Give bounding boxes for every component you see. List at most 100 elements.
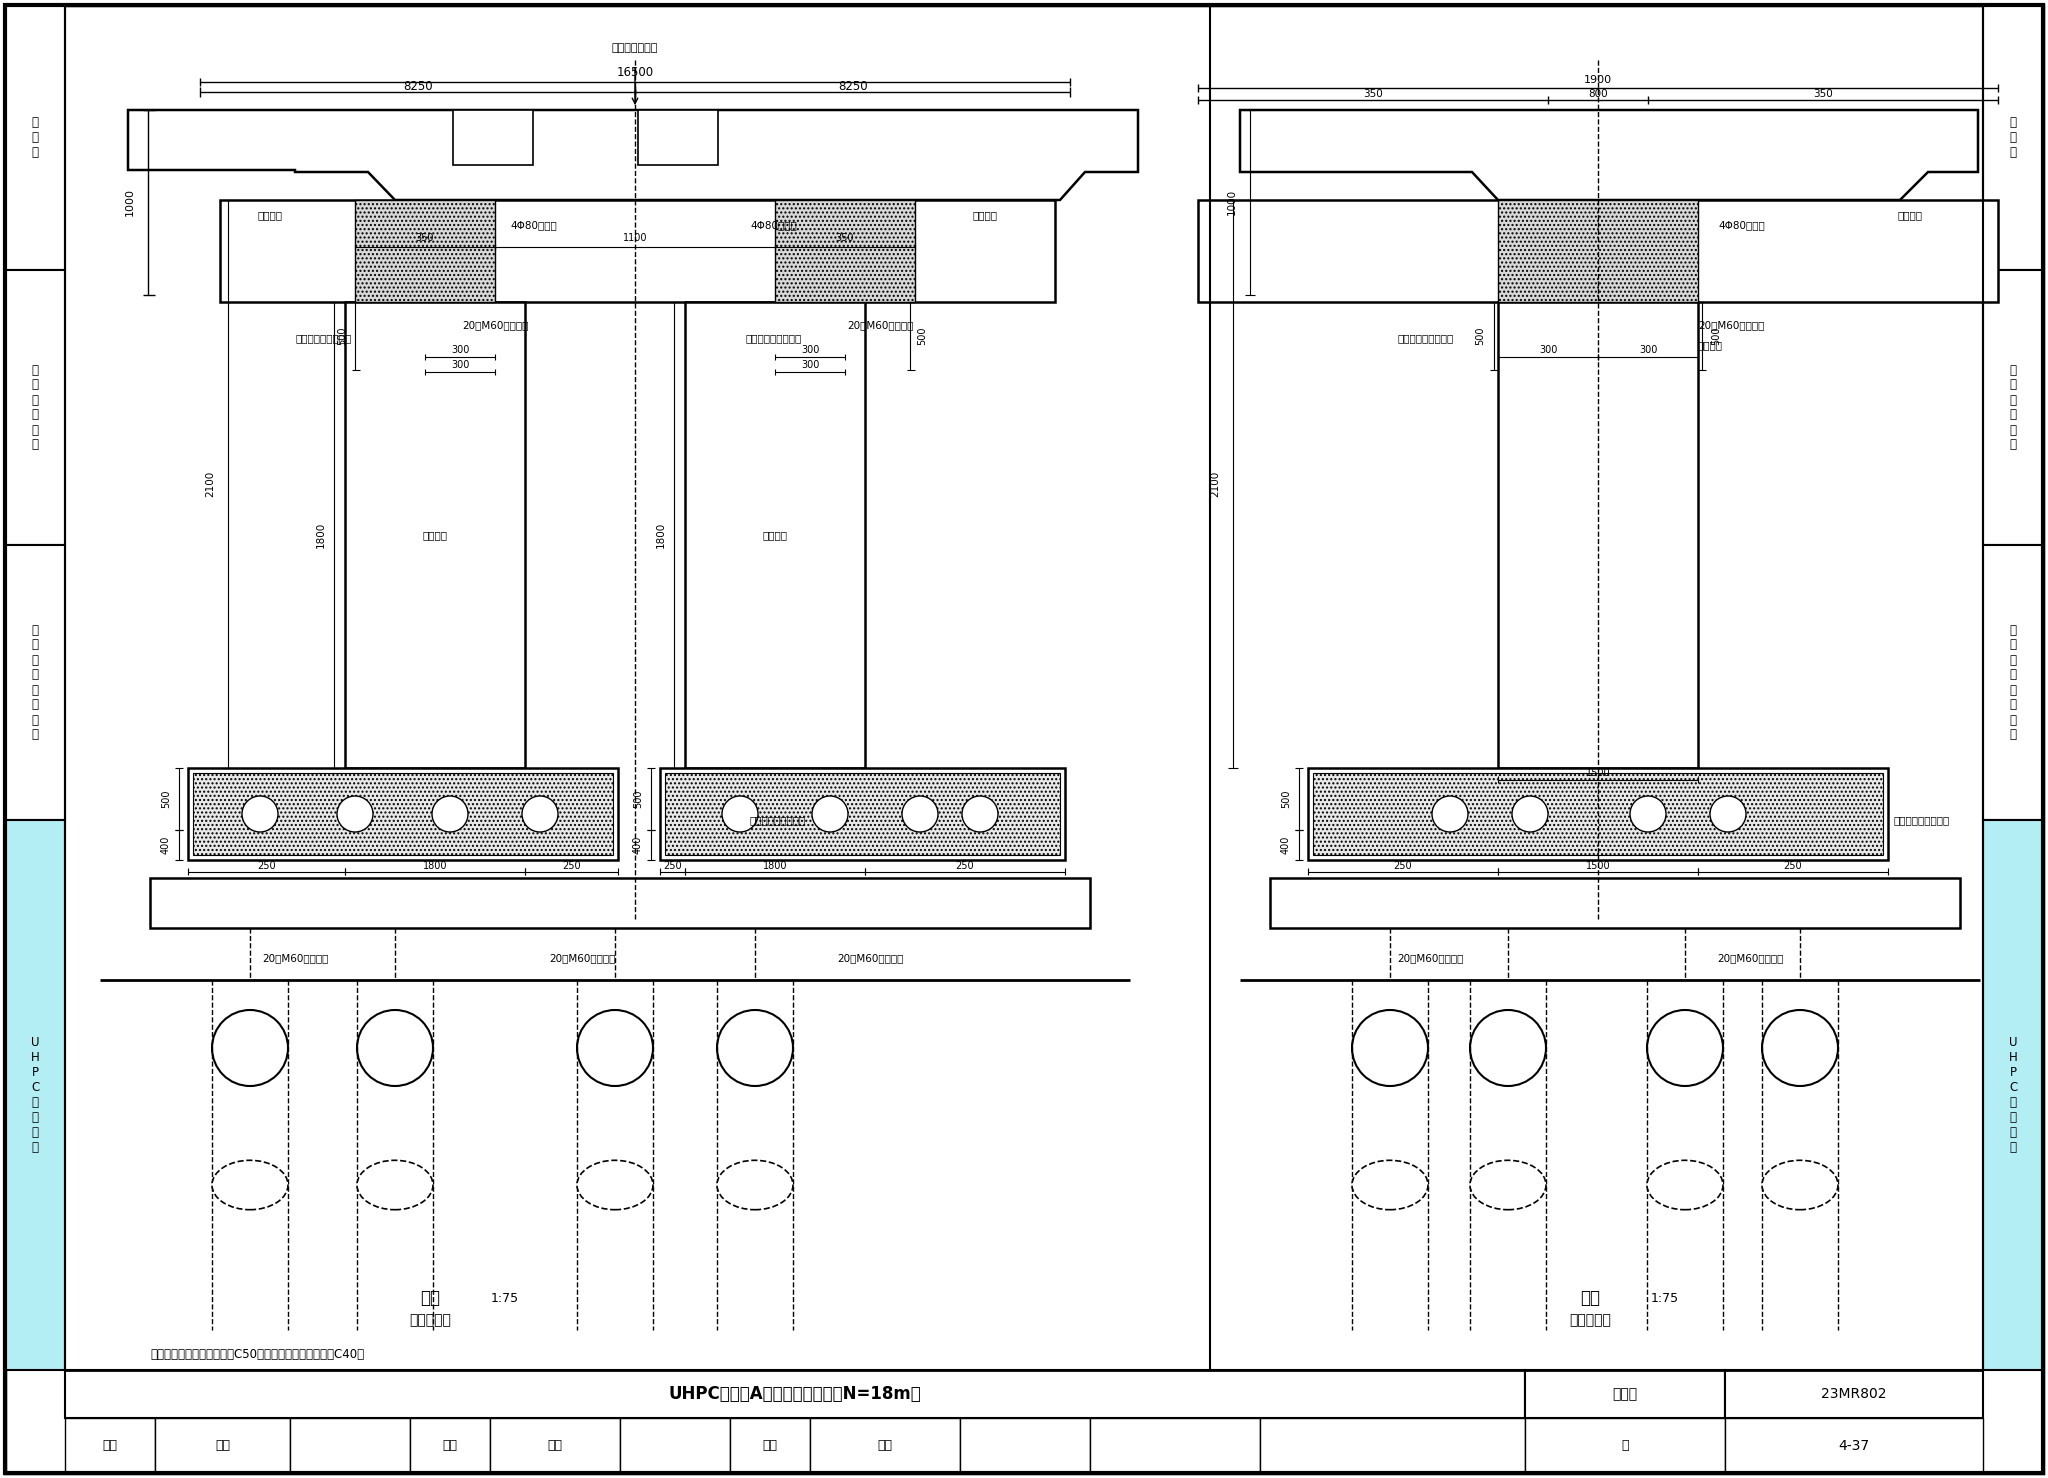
Circle shape	[1761, 1009, 1837, 1086]
Circle shape	[578, 1009, 653, 1086]
Text: 4-37: 4-37	[1839, 1438, 1870, 1453]
Text: 400: 400	[1280, 837, 1290, 854]
Text: 500: 500	[633, 789, 643, 808]
Text: 后浇超高性能混凝土: 后浇超高性能混凝土	[1892, 814, 1950, 825]
Text: 1:75: 1:75	[492, 1292, 518, 1305]
Text: 2100: 2100	[205, 471, 215, 497]
Text: 800: 800	[1587, 89, 1608, 99]
Text: 校对: 校对	[442, 1440, 457, 1451]
Text: 500: 500	[1475, 327, 1485, 346]
Text: 1900: 1900	[1583, 75, 1612, 86]
Text: 1100: 1100	[623, 234, 647, 242]
Text: 波
纹
钢
管
连
接
桥
墩: 波 纹 钢 管 连 接 桥 墩	[31, 624, 39, 742]
Text: 300: 300	[451, 344, 469, 355]
Ellipse shape	[578, 1160, 653, 1209]
Bar	[961, 1417, 1090, 1474]
Text: 300: 300	[801, 361, 819, 370]
Bar	[1270, 878, 1960, 928]
Text: 8250: 8250	[403, 80, 432, 93]
Bar	[1982, 820, 2044, 1370]
Text: 2100: 2100	[1210, 471, 1221, 497]
Circle shape	[1647, 1009, 1722, 1086]
Text: 调节垫块: 调节垫块	[973, 210, 997, 220]
Text: 小
箱
梁: 小 箱 梁	[31, 115, 39, 160]
Text: 立面: 立面	[1579, 1289, 1599, 1307]
Circle shape	[1352, 1009, 1427, 1086]
Text: 页: 页	[1622, 1440, 1628, 1451]
Bar	[684, 302, 864, 769]
Circle shape	[723, 797, 758, 832]
Bar	[774, 200, 915, 302]
Bar	[659, 769, 1065, 860]
Bar	[1260, 1417, 1526, 1474]
Polygon shape	[1239, 109, 1978, 200]
Circle shape	[338, 797, 373, 832]
Text: 波
纹
钢
管
连
接
桥
墩: 波 纹 钢 管 连 接 桥 墩	[2009, 624, 2017, 742]
Bar	[453, 109, 532, 166]
Bar	[354, 200, 496, 302]
Polygon shape	[127, 109, 1139, 200]
Bar	[344, 302, 524, 769]
Bar	[1724, 1417, 1982, 1474]
Bar	[410, 1417, 489, 1474]
Bar	[150, 878, 1090, 928]
Text: 250: 250	[1784, 862, 1802, 871]
Text: 后浇超高性能混凝土: 后浇超高性能混凝土	[1399, 333, 1454, 343]
Text: U
H
P
C
连
接
桥
墩: U H P C 连 接 桥 墩	[31, 1036, 39, 1154]
Text: 250: 250	[563, 862, 582, 871]
Text: 后浇超高性能混凝土: 后浇超高性能混凝土	[295, 333, 352, 343]
Text: （顺桥向）: （顺桥向）	[1569, 1312, 1612, 1327]
Text: 250: 250	[664, 862, 682, 871]
Text: 20厚M60砂浆垫层: 20厚M60砂浆垫层	[262, 953, 328, 964]
Text: 300: 300	[1638, 344, 1657, 355]
Circle shape	[213, 1009, 289, 1086]
Text: 500: 500	[162, 789, 170, 808]
Text: 1800: 1800	[762, 862, 786, 871]
Text: 调节垫块: 调节垫块	[1698, 340, 1722, 350]
Bar	[1198, 200, 1999, 302]
Text: 400: 400	[633, 837, 643, 854]
Text: 4Φ80注浆管: 4Φ80注浆管	[510, 220, 557, 231]
Circle shape	[811, 797, 848, 832]
Bar	[291, 1417, 410, 1474]
Bar	[193, 773, 612, 854]
Text: 1800: 1800	[315, 522, 326, 548]
Text: 1800: 1800	[655, 522, 666, 548]
Text: 设计: 设计	[762, 1440, 778, 1451]
Ellipse shape	[717, 1160, 793, 1209]
Bar	[1982, 4, 2044, 270]
Text: 350: 350	[1812, 89, 1833, 99]
Bar	[1497, 302, 1698, 769]
Text: 审核: 审核	[102, 1440, 117, 1451]
Text: 1500: 1500	[1585, 769, 1610, 777]
Text: 20厚M60砂浆垫层: 20厚M60砂浆垫层	[838, 953, 903, 964]
Text: 500: 500	[1710, 327, 1720, 346]
Text: 20厚M60砂浆垫层: 20厚M60砂浆垫层	[846, 321, 913, 330]
Bar	[1526, 1370, 1724, 1417]
Text: 250: 250	[1395, 862, 1413, 871]
Text: 苏绘: 苏绘	[547, 1440, 563, 1451]
Text: 1000: 1000	[1227, 189, 1237, 216]
Text: 赵鹏: 赵鹏	[877, 1440, 893, 1451]
Text: 注：盖梁混凝土强度等级为C50，立柱混凝土强度等级为C40。: 注：盖梁混凝土强度等级为C50，立柱混凝土强度等级为C40。	[150, 1348, 365, 1361]
Bar	[156, 1417, 291, 1474]
Bar	[811, 1417, 961, 1474]
Text: 桥墩结构中心线: 桥墩结构中心线	[612, 43, 657, 53]
Bar	[621, 1417, 729, 1474]
Text: 黄虹: 黄虹	[215, 1440, 229, 1451]
Text: 300: 300	[801, 344, 819, 355]
Bar	[66, 1417, 156, 1474]
Text: 16500: 16500	[616, 67, 653, 80]
Circle shape	[1432, 797, 1468, 832]
Circle shape	[242, 797, 279, 832]
Bar	[1982, 545, 2044, 820]
Circle shape	[1630, 797, 1665, 832]
Circle shape	[1511, 797, 1548, 832]
Circle shape	[356, 1009, 432, 1086]
Text: 1800: 1800	[422, 862, 446, 871]
Circle shape	[717, 1009, 793, 1086]
Text: 20厚M60砂浆垫层: 20厚M60砂浆垫层	[549, 953, 614, 964]
Text: 套
筒
连
接
桥
墩: 套 筒 连 接 桥 墩	[2009, 364, 2017, 451]
Ellipse shape	[1352, 1160, 1427, 1209]
Text: 20厚M60砂浆垫层: 20厚M60砂浆垫层	[1397, 953, 1462, 964]
